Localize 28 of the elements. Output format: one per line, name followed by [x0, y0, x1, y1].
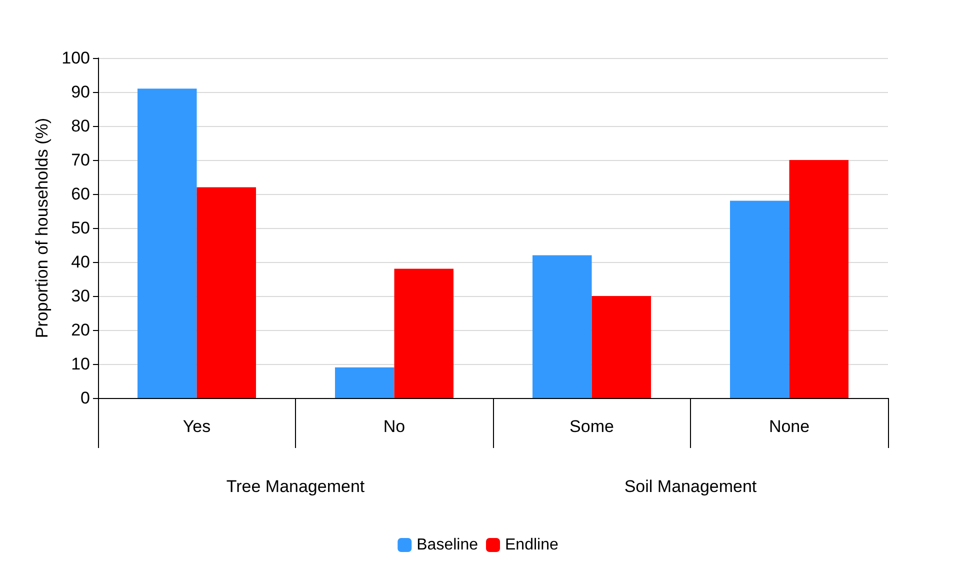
y-tick-label: 0: [80, 388, 90, 408]
text: Tree Management: [226, 477, 365, 496]
x-tick-label: Yes: [182, 417, 211, 436]
y-tick-label: 30: [71, 286, 90, 306]
y-tick-label: 10: [71, 354, 90, 374]
y-tick-label: 40: [71, 252, 90, 272]
y-tick-label: 60: [71, 184, 90, 204]
bar: [394, 268, 454, 398]
y-tick-label: 100: [62, 48, 90, 68]
bar: [138, 88, 197, 398]
x-tick-label: Some: [570, 417, 614, 436]
x-tick-label: None: [768, 417, 810, 436]
y-tick-label: 90: [71, 82, 90, 102]
legend-label: Endline: [505, 536, 558, 554]
bar: [730, 200, 790, 398]
bar: [196, 187, 256, 398]
legend-label: Baseline: [416, 536, 478, 554]
y-tick-label: 50: [71, 218, 90, 238]
bar: [335, 367, 394, 398]
text: Soil Management: [624, 477, 757, 496]
bar: [532, 255, 592, 398]
bar: [789, 160, 848, 398]
y-tick-label: 80: [71, 116, 90, 136]
y-tick-label: 70: [71, 150, 90, 170]
x-tick-label: No: [383, 417, 406, 436]
y-axis-title: Proportion of households (%): [32, 118, 52, 338]
bar: [592, 296, 651, 398]
y-tick-label: 20: [71, 320, 90, 340]
